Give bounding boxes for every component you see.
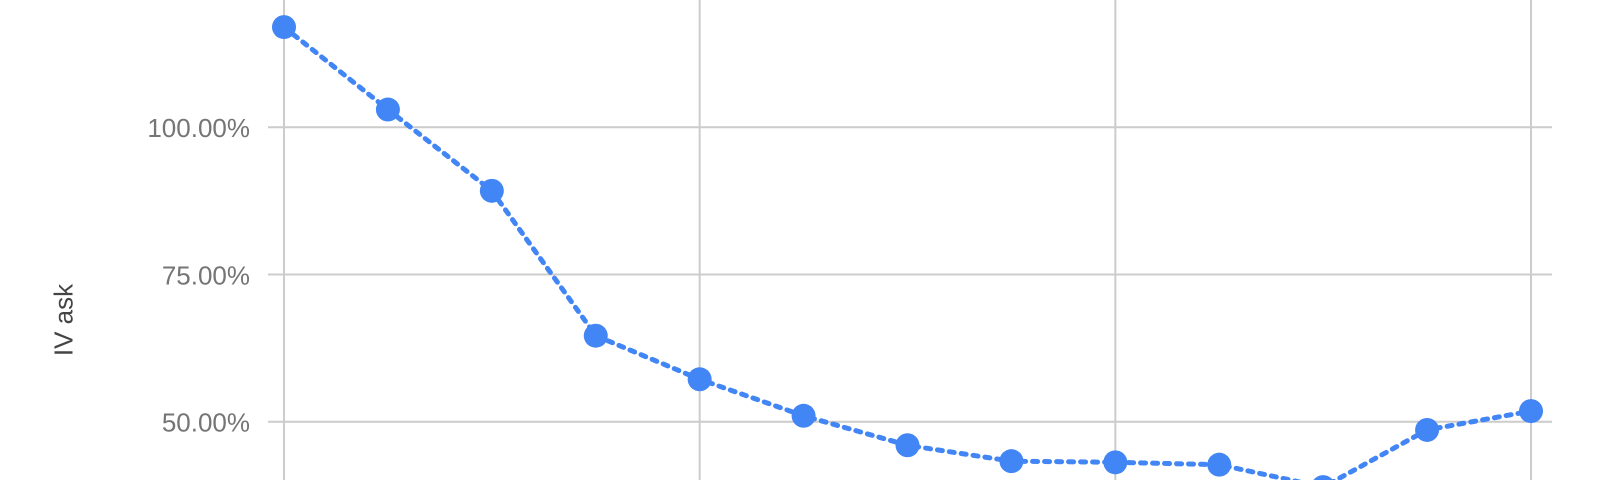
data-point [895, 433, 920, 458]
data-point [1519, 399, 1543, 424]
data-point [479, 178, 504, 203]
data-point [583, 323, 608, 348]
data-point [1103, 450, 1128, 475]
data-point [1415, 417, 1440, 442]
data-point [687, 367, 712, 392]
data-point [791, 403, 816, 428]
y-tick-label: 50.00% [162, 408, 250, 438]
data-point [272, 15, 296, 40]
series-line-0 [281, 24, 1534, 480]
data-point [999, 449, 1024, 474]
data-point [375, 97, 400, 122]
y-tick-labels: 50.00% 75.00% 100.00% [147, 113, 250, 437]
data-point [1207, 452, 1232, 477]
y-tick-label: 100.00% [147, 113, 250, 143]
y-tick-label: 75.00% [162, 260, 250, 290]
grid-lines [268, 0, 1552, 480]
series [272, 15, 1543, 480]
data-point [1313, 475, 1333, 480]
